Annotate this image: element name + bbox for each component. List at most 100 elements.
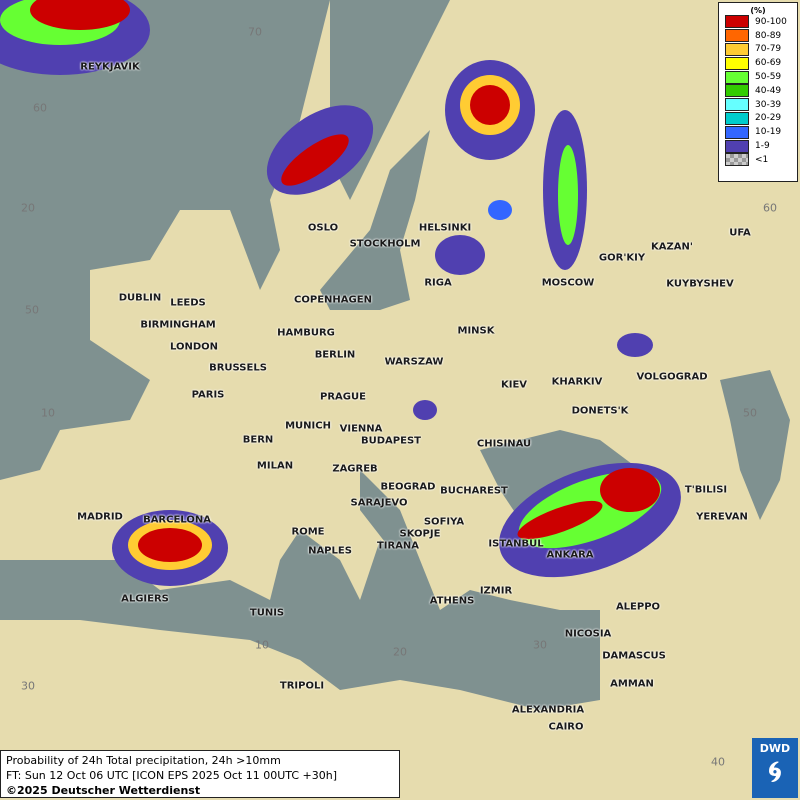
legend-item: 10-19: [725, 125, 797, 139]
city-label: BERLIN: [314, 349, 356, 361]
city-label: DONETS'K: [571, 405, 629, 417]
legend-label: 80-89: [755, 30, 782, 41]
grid-label: 60: [33, 101, 47, 115]
product-title: Probability of 24h Total precipitation, …: [6, 754, 281, 767]
city-label: MADRID: [77, 511, 123, 523]
city-label: BIRMINGHAM: [140, 319, 216, 331]
footer-info: Probability of 24h Total precipitation, …: [0, 750, 400, 798]
city-label: DAMASCUS: [602, 650, 666, 662]
city-label: BRUSSELS: [209, 362, 267, 374]
grid-label: 40: [711, 755, 725, 769]
city-label: ROME: [291, 526, 325, 538]
city-label: MILAN: [256, 460, 294, 472]
forecast-time: FT: Sun 12 Oct 06 UTC [ICON EPS 2025 Oct…: [6, 769, 338, 782]
city-label: NICOSIA: [564, 628, 612, 640]
legend-item: 50-59: [725, 70, 797, 84]
legend-label: 40-49: [755, 85, 782, 96]
precipitation-probability-areas: [0, 0, 681, 586]
legend-swatch: [725, 70, 749, 84]
city-label: HELSINKI: [418, 222, 472, 234]
city-label: CHISINAU: [476, 438, 532, 450]
grid-label: 20: [393, 645, 407, 659]
city-label: COPENHAGEN: [294, 294, 372, 306]
legend-swatch: [725, 29, 749, 43]
city-label: VOLGOGRAD: [636, 371, 708, 383]
legend-label: <1: [755, 154, 769, 165]
legend-item: 1-9: [725, 139, 797, 153]
city-label: HAMBURG: [277, 327, 335, 339]
city-label: BARCELONA: [143, 514, 211, 526]
legend-swatch: [725, 84, 749, 98]
city-label: T'BILISI: [684, 484, 728, 496]
city-label: ALEXANDRIA: [511, 704, 585, 716]
city-label: RIGA: [424, 277, 452, 289]
city-label: BEOGRAD: [380, 481, 436, 493]
city-label: TUNIS: [249, 607, 285, 619]
legend-item: 90-100: [725, 15, 797, 29]
city-label: NAPLES: [308, 545, 352, 557]
city-label: BUCHAREST: [440, 485, 508, 497]
grid-label: 10: [41, 406, 55, 420]
legend-swatch: [725, 139, 749, 153]
legend-item: 30-39: [725, 98, 797, 112]
grid-label: 50: [25, 303, 39, 317]
city-label: KIEV: [500, 379, 528, 391]
legend-item: 40-49: [725, 84, 797, 98]
city-label: KUYBYSHEV: [666, 278, 734, 290]
grid-label: 30: [533, 638, 547, 652]
legend-label: 1-9: [755, 141, 770, 152]
legend-swatch: [725, 56, 749, 70]
legend-item: 20-29: [725, 111, 797, 126]
city-label: KHARKIV: [551, 376, 603, 388]
legend-unit: (%): [750, 6, 766, 15]
dwd-logo-text: DWD: [759, 742, 791, 755]
city-label: YEREVAN: [696, 511, 748, 523]
city-label: BERN: [242, 434, 274, 446]
city-label: ZAGREB: [332, 463, 378, 475]
city-label: TRIPOLI: [279, 680, 325, 692]
dwd-logo: DWD 🌀︎: [752, 738, 798, 798]
grid-label: 20: [21, 201, 35, 215]
city-label: PARIS: [191, 389, 225, 401]
city-label: SOFIYA: [423, 516, 465, 528]
grid-label: 70: [248, 25, 262, 39]
city-label: ALEPPO: [615, 601, 661, 613]
city-label: TIRANA: [376, 540, 420, 552]
city-label: SARAJEVO: [350, 497, 408, 509]
city-label: ISTANBUL: [488, 538, 544, 550]
spiral-icon: 🌀︎: [768, 755, 782, 788]
legend: (%) 90-100 80-89 70-79 60-69 50-59 40-49 30-39…: [718, 2, 798, 182]
legend-swatch: [725, 153, 749, 167]
city-label: STOCKHOLM: [349, 238, 421, 250]
city-label: VIENNA: [339, 423, 383, 435]
city-label: AMMAN: [610, 678, 654, 690]
city-label: LEEDS: [170, 297, 206, 309]
legend-item: <1: [725, 153, 797, 167]
city-label: DUBLIN: [118, 292, 162, 304]
city-label: UFA: [729, 227, 751, 239]
legend-swatch: [725, 15, 749, 29]
city-label: IZMIR: [479, 585, 513, 597]
legend-item: 70-79: [725, 42, 797, 57]
city-label: LONDON: [169, 341, 219, 353]
city-label: ATHENS: [429, 595, 475, 607]
city-label: MOSCOW: [541, 277, 595, 289]
grid-label: 10: [255, 638, 269, 652]
legend-swatch: [725, 111, 749, 125]
legend-item: 80-89: [725, 29, 797, 43]
city-label: PRAGUE: [320, 391, 366, 403]
city-label: SKOPJE: [399, 528, 441, 540]
legend-label: 10-19: [755, 127, 782, 138]
legend-label: 30-39: [755, 99, 782, 110]
grid-label: 30: [21, 679, 35, 693]
copyright: ©2025 Deutscher Wetterdienst: [6, 784, 201, 797]
city-label: WARSZAW: [384, 356, 444, 368]
legend-label: 60-69: [755, 58, 782, 69]
city-label: REYKJAVIK: [80, 61, 140, 73]
legend-label: 70-79: [755, 44, 782, 55]
legend-swatch: [725, 42, 749, 56]
city-label: ANKARA: [546, 549, 594, 561]
city-label: OSLO: [307, 222, 339, 234]
city-label: BUDAPEST: [361, 435, 421, 447]
